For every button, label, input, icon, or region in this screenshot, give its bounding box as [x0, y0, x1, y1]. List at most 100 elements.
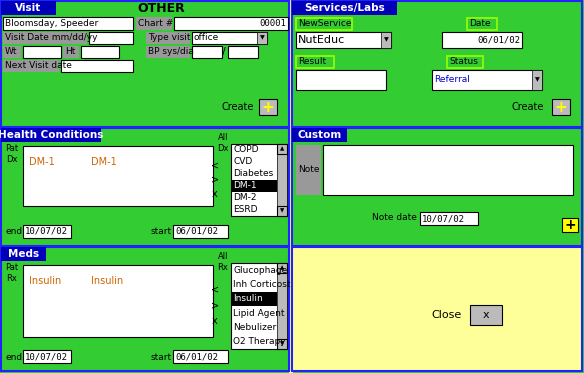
- Bar: [231, 263, 287, 349]
- Bar: [257, 32, 267, 44]
- Text: start: start: [151, 228, 172, 236]
- Bar: [1, 1, 289, 127]
- Bar: [562, 218, 578, 232]
- Text: Glucophage: Glucophage: [233, 266, 287, 275]
- Text: ▼: ▼: [280, 342, 284, 347]
- Text: NutEduc: NutEduc: [298, 35, 345, 45]
- Text: Diabetes: Diabetes: [233, 169, 273, 179]
- Bar: [467, 18, 497, 30]
- Bar: [231, 292, 277, 306]
- Text: ▼: ▼: [280, 209, 284, 213]
- Bar: [231, 144, 287, 216]
- Bar: [323, 145, 573, 195]
- Bar: [23, 265, 213, 337]
- Bar: [192, 32, 267, 44]
- Text: <: <: [211, 161, 219, 171]
- Text: ▲: ▲: [280, 147, 284, 151]
- Bar: [277, 263, 287, 273]
- Text: 10/07/02: 10/07/02: [25, 352, 68, 361]
- Text: +: +: [555, 100, 568, 115]
- Bar: [3, 46, 21, 58]
- Bar: [442, 32, 522, 48]
- Text: Next Visit date: Next Visit date: [5, 62, 72, 70]
- Bar: [174, 17, 288, 30]
- Text: /: /: [222, 47, 226, 57]
- Text: Type visit: Type visit: [148, 34, 190, 43]
- Text: Close: Close: [432, 310, 462, 320]
- Text: NewService: NewService: [298, 19, 352, 28]
- Text: Inh Corticost: Inh Corticost: [233, 280, 290, 289]
- Bar: [381, 32, 391, 48]
- Text: ▲: ▲: [280, 266, 284, 270]
- Text: Date: Date: [469, 19, 491, 28]
- Text: Health Conditions: Health Conditions: [0, 130, 104, 140]
- Bar: [81, 46, 119, 58]
- Text: Note: Note: [298, 166, 319, 175]
- Text: Note date: Note date: [372, 213, 417, 223]
- Bar: [23, 46, 61, 58]
- Text: x: x: [483, 310, 489, 320]
- Bar: [1, 1, 56, 15]
- Text: end: end: [6, 352, 23, 361]
- Text: ESRD: ESRD: [233, 206, 258, 214]
- Bar: [432, 70, 542, 90]
- Text: Meds: Meds: [8, 249, 39, 259]
- Bar: [292, 247, 582, 371]
- Text: All
Rx: All Rx: [218, 252, 228, 272]
- Text: Insulin: Insulin: [91, 276, 123, 286]
- Bar: [136, 17, 172, 30]
- Text: <: <: [211, 284, 219, 294]
- Bar: [277, 263, 287, 349]
- Text: Bloomsday, Speeder: Bloomsday, Speeder: [5, 19, 98, 28]
- Text: Visit: Visit: [15, 3, 41, 13]
- Bar: [146, 46, 190, 58]
- Text: COPD: COPD: [233, 145, 259, 154]
- Text: DM-2: DM-2: [233, 194, 256, 203]
- Text: 06/01/02: 06/01/02: [175, 227, 218, 236]
- Text: 10/07/02: 10/07/02: [25, 227, 68, 236]
- Bar: [23, 225, 71, 238]
- Text: 06/01/02: 06/01/02: [175, 352, 218, 361]
- Text: Status: Status: [449, 57, 478, 66]
- Bar: [1, 128, 101, 142]
- Text: DM-1: DM-1: [233, 182, 256, 191]
- Text: 10/07/02: 10/07/02: [422, 214, 465, 223]
- Bar: [3, 32, 87, 44]
- Text: DM-1: DM-1: [91, 157, 117, 167]
- Bar: [146, 32, 190, 44]
- Text: ▼: ▼: [384, 38, 388, 43]
- Text: OTHER: OTHER: [137, 1, 185, 15]
- Text: +: +: [564, 218, 576, 232]
- Text: >: >: [211, 175, 219, 185]
- Text: Pat
Rx: Pat Rx: [5, 263, 19, 283]
- Bar: [1, 128, 289, 246]
- Bar: [277, 206, 287, 216]
- Text: Lipid Agent: Lipid Agent: [233, 309, 284, 318]
- Text: Custom: Custom: [297, 130, 342, 140]
- Bar: [277, 144, 287, 216]
- Text: Visit Date mm/dd/yy: Visit Date mm/dd/yy: [5, 34, 98, 43]
- Bar: [228, 46, 258, 58]
- Text: CVD: CVD: [233, 157, 252, 166]
- Bar: [173, 225, 228, 238]
- Text: Services/Labs: Services/Labs: [304, 3, 385, 13]
- Text: +: +: [262, 100, 274, 115]
- Text: start: start: [151, 352, 172, 361]
- Bar: [277, 339, 287, 349]
- Bar: [552, 99, 570, 115]
- Bar: [289, 0, 293, 373]
- Text: Insulin: Insulin: [29, 276, 61, 286]
- Bar: [292, 1, 582, 127]
- Bar: [292, 128, 582, 246]
- Text: Wt: Wt: [5, 47, 18, 56]
- Bar: [292, 128, 347, 142]
- Text: office: office: [194, 34, 219, 43]
- Text: Result: Result: [298, 57, 326, 66]
- Bar: [231, 180, 277, 192]
- Text: x: x: [212, 316, 218, 326]
- Text: Insulin: Insulin: [233, 294, 263, 303]
- Bar: [296, 32, 391, 48]
- Text: Pat
Dx: Pat Dx: [5, 144, 19, 164]
- Bar: [470, 305, 502, 325]
- Text: Nebulizer: Nebulizer: [233, 323, 276, 332]
